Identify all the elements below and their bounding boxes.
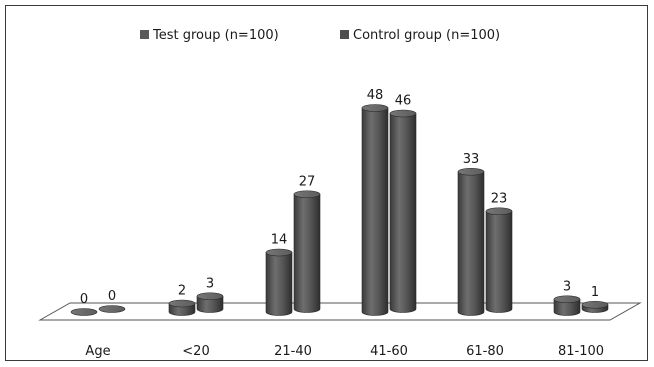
value-label-control-5: 1 [591,285,599,300]
bar-control-1 [196,292,224,313]
category-label-5: 81-100 [558,344,604,359]
legend-item-test: Test group (n=100) [140,26,279,46]
legend-swatch-control [340,30,349,39]
chart-legend: Test group (n=100) Control group (n=100) [140,26,560,46]
value-label-test-0: 0 [80,292,88,307]
bar-control-0 [98,305,126,313]
bar-test-5 [553,295,581,316]
chart-frame [5,5,648,361]
bar-test-2 [265,248,293,316]
value-label-test-2: 14 [271,233,288,248]
bar-control-4 [485,207,513,313]
value-label-control-1: 3 [206,276,214,291]
legend-swatch-test [140,30,149,39]
value-label-control-0: 0 [108,289,116,304]
bar-control-5 [581,300,609,313]
bar-test-0 [70,308,98,316]
value-label-control-4: 23 [491,191,508,206]
bar-test-4 [457,167,485,316]
bars-layer [70,104,609,316]
value-label-test-1: 2 [178,284,186,299]
bar-test-3 [361,104,389,316]
legend-item-control: Control group (n=100) [340,26,500,46]
value-label-test-5: 3 [563,279,571,294]
bar-control-2 [293,190,321,313]
category-label-3: 41-60 [370,344,408,359]
category-label-1: <20 [182,344,209,359]
category-labels-layer: Age <20 21-40 41-60 61-80 81-100 [85,344,604,359]
category-label-0: Age [85,344,110,359]
category-label-2: 21-40 [274,344,312,359]
value-label-test-3: 48 [367,88,384,103]
bar-control-3 [389,109,417,313]
value-label-control-2: 27 [299,174,316,189]
bar-test-1 [168,299,196,316]
chart-floor-plane [38,302,642,321]
value-label-test-4: 33 [463,152,480,167]
legend-label-test: Test group (n=100) [153,28,279,43]
chart-floor [38,302,642,321]
legend-label-control: Control group (n=100) [353,28,501,43]
category-label-4: 61-80 [466,344,504,359]
value-label-control-3: 46 [395,94,412,109]
